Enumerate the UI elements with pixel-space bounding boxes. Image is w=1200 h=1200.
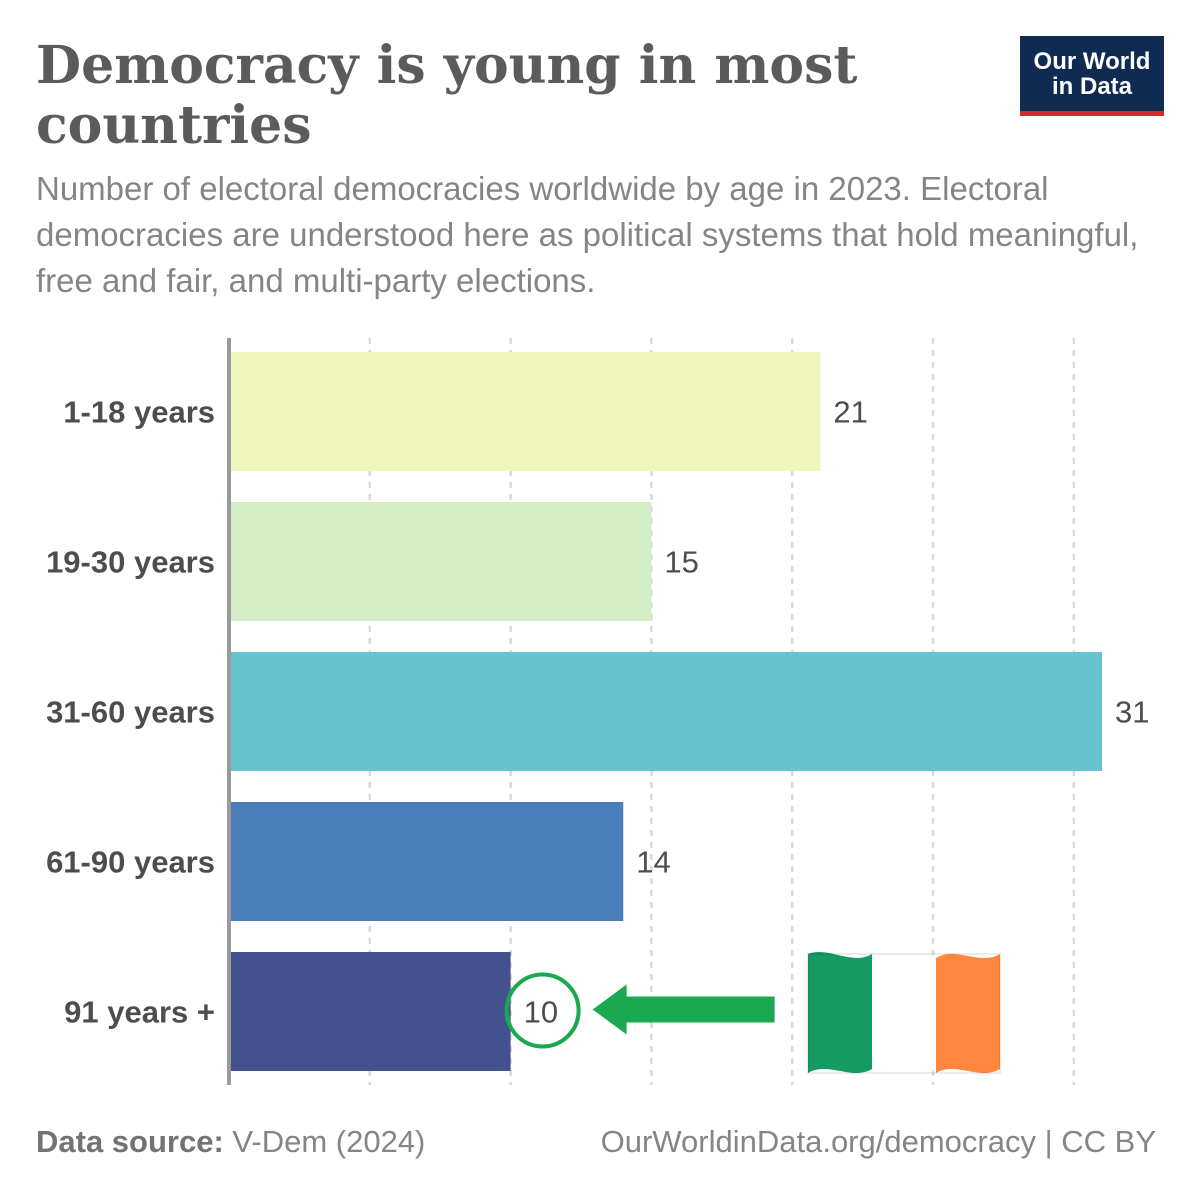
- highlight-circle: [504, 972, 581, 1049]
- data-source-label: Data source:: [36, 1124, 224, 1159]
- chart-subtitle: Number of electoral democracies worldwid…: [36, 170, 1139, 299]
- category-label: 1-18 years: [63, 395, 215, 430]
- flag-stripe-orange: [936, 954, 1000, 1073]
- logo-line-2: in Data: [1051, 72, 1132, 100]
- data-source-value: V-Dem (2024): [232, 1124, 426, 1159]
- bar: [229, 952, 511, 1071]
- category-label: 31-60 years: [46, 695, 215, 730]
- bar: [229, 652, 1102, 771]
- value-label: 10: [524, 995, 558, 1030]
- owid-logo[interactable]: Our World in Data: [1020, 36, 1164, 116]
- bar: [229, 352, 821, 471]
- flag-outline: [807, 953, 1001, 1074]
- flag-stripe-white: [872, 954, 936, 1073]
- value-label: 31: [1115, 695, 1149, 730]
- arrow-icon: [592, 984, 775, 1035]
- bar: [229, 502, 652, 621]
- logo-line-1: Our World: [1033, 47, 1151, 75]
- flag-stripe-green: [808, 952, 872, 1073]
- value-label: 21: [833, 395, 867, 430]
- bar-chart: 1-18 years 21 19-30 years 15 31-60 years 31 61…: [46, 338, 1149, 1085]
- category-label: 19-30 years: [46, 545, 215, 580]
- value-label: 15: [664, 545, 698, 580]
- ireland-flag-icon: [807, 952, 1001, 1074]
- category-label: 61-90 years: [46, 845, 215, 880]
- bar: [229, 802, 624, 921]
- category-label: 91 years +: [64, 995, 215, 1030]
- value-label: 14: [636, 845, 670, 880]
- chart-title: Democracy is young in most countries: [36, 35, 858, 156]
- data-source: Data source: V-Dem (2024): [36, 1124, 425, 1160]
- source-url[interactable]: OurWorldinData.org/democracy | CC BY: [600, 1124, 1156, 1159]
